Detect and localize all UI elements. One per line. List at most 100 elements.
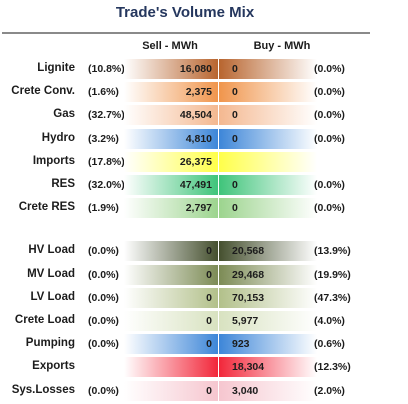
row-label: Crete RES <box>18 201 75 214</box>
sell-value: 16,080 <box>179 63 212 75</box>
sell-percent: (17.8%) <box>88 155 125 168</box>
buy-percent: (0.0%) <box>314 63 345 75</box>
buy-percent: (47.3%) <box>314 291 351 304</box>
row-label: Sys.Losses <box>11 383 75 396</box>
sell-value: 48,504 <box>179 109 212 122</box>
buy-value: 0 <box>232 86 238 99</box>
buy-value: 5,977 <box>232 315 259 327</box>
buy-value: 0 <box>232 132 238 145</box>
row-label: Crete Load <box>14 314 75 326</box>
buy-cell <box>219 151 317 172</box>
sell-cell: 2,797 <box>124 198 218 219</box>
buy-cell: 3,040 <box>219 380 317 401</box>
sell-value: 2,797 <box>185 202 212 215</box>
buy-percent: (0.6%) <box>314 338 345 351</box>
buy-percent: (0.0%) <box>314 179 345 191</box>
sell-cell: 26,375 <box>124 151 218 172</box>
buy-cell: 70,153 <box>219 287 317 308</box>
sell-percent: (0.0%) <box>88 268 119 281</box>
table-row: Crete Conv. (1.6%) 2,375 0 (0.0%) <box>0 81 408 103</box>
buy-percent: (0.0%) <box>314 109 345 122</box>
sell-cell: 47,491 <box>124 175 218 195</box>
sell-cell: 0 <box>124 334 218 355</box>
sell-percent: (0.0%) <box>88 291 119 304</box>
buy-cell: 0 <box>219 82 317 103</box>
table-row: HV Load (0.0%) 0 20,568 (13.9%) <box>0 240 408 262</box>
buy-value: 3,040 <box>232 384 259 397</box>
row-label: Pumping <box>25 337 75 350</box>
table-row: RES (32.0%) 47,491 0 (0.0%) <box>0 174 408 196</box>
sell-cell: 0 <box>124 264 218 285</box>
buy-cell: 20,568 <box>219 241 317 262</box>
row-label: RES <box>51 178 75 190</box>
title-rule <box>2 32 370 34</box>
sell-value: 0 <box>206 268 212 281</box>
table-row: Imports (17.8%) 26,375 <box>0 151 408 173</box>
chart-title: Trade's Volume Mix <box>115 4 255 21</box>
row-label: HV Load <box>28 244 75 257</box>
buy-percent: (0.0%) <box>314 202 345 215</box>
buy-value: 0 <box>232 63 238 75</box>
buy-percent: (12.3%) <box>314 361 351 374</box>
buy-percent: (4.0%) <box>314 315 345 327</box>
sell-cell: 2,375 <box>124 82 218 103</box>
buy-cell: 0 <box>219 59 317 79</box>
buy-cell: 5,977 <box>219 311 317 331</box>
sell-value: 0 <box>206 291 212 304</box>
sell-header: Sell - MWh <box>142 40 198 52</box>
sell-percent: (0.0%) <box>88 245 119 258</box>
buy-cell: 0 <box>219 198 317 219</box>
sell-cell: 48,504 <box>124 105 218 126</box>
buy-cell: 0 <box>219 128 317 149</box>
sell-percent: (10.8%) <box>88 63 125 75</box>
buy-percent: (0.0%) <box>314 86 345 99</box>
row-label: MV Load <box>27 267 75 280</box>
table-row: Crete Load (0.0%) 0 5,977 (4.0%) <box>0 310 408 332</box>
buy-percent: (13.9%) <box>314 245 351 258</box>
sell-percent: (1.6%) <box>88 86 119 99</box>
table-row: MV Load (0.0%) 0 29,468 (19.9%) <box>0 264 408 286</box>
sell-percent: (0.0%) <box>88 384 119 397</box>
buy-value: 923 <box>232 338 250 351</box>
sell-percent: (3.2%) <box>88 132 119 145</box>
row-label: Imports <box>32 154 75 167</box>
sell-cell: 16,080 <box>124 59 218 79</box>
sell-cell: 0 <box>124 380 218 401</box>
sell-cell: 0 <box>124 311 218 331</box>
sell-percent: (0.0%) <box>88 315 119 327</box>
sell-percent: (32.0%) <box>88 179 125 191</box>
sell-value: 26,375 <box>179 155 212 168</box>
sell-value: 0 <box>206 245 212 258</box>
sell-percent: (32.7%) <box>88 109 125 122</box>
sell-value: 47,491 <box>179 179 212 191</box>
table-row: Lignite (10.8%) 16,080 0 (0.0%) <box>0 58 408 80</box>
row-label: Exports <box>32 360 75 373</box>
sell-value: 0 <box>206 315 212 327</box>
sell-value: 4,810 <box>185 132 212 145</box>
sell-value: 0 <box>206 338 212 351</box>
buy-value: 70,153 <box>232 291 265 304</box>
table-row: Pumping (0.0%) 0 923 (0.6%) <box>0 333 408 355</box>
buy-cell: 29,468 <box>219 264 317 285</box>
table-row: LV Load (0.0%) 0 70,153 (47.3%) <box>0 287 408 309</box>
buy-cell: 18,304 <box>219 357 317 378</box>
buy-percent: (19.9%) <box>314 268 351 281</box>
sell-percent: (1.9%) <box>88 202 119 215</box>
sell-cell: 0 <box>124 287 218 308</box>
buy-value: 29,468 <box>232 268 265 281</box>
row-label: Lignite <box>37 62 75 74</box>
sell-cell: 4,810 <box>124 128 218 149</box>
buy-cell: 923 <box>219 334 317 355</box>
sell-value: 0 <box>206 384 212 397</box>
table-row: Sys.Losses (0.0%) 0 3,040 (2.0%) <box>0 380 408 402</box>
buy-percent: (2.0%) <box>314 384 345 397</box>
sell-cell: 0 <box>124 241 218 262</box>
buy-value: 18,304 <box>232 361 265 374</box>
sell-value: 2,375 <box>185 86 212 99</box>
row-label: Crete Conv. <box>11 85 75 98</box>
buy-value: 0 <box>232 202 238 215</box>
table-row: Gas (32.7%) 48,504 0 (0.0%) <box>0 104 408 126</box>
row-label: Hydro <box>41 131 75 144</box>
row-label: Gas <box>53 108 75 121</box>
buy-cell: 0 <box>219 175 317 195</box>
